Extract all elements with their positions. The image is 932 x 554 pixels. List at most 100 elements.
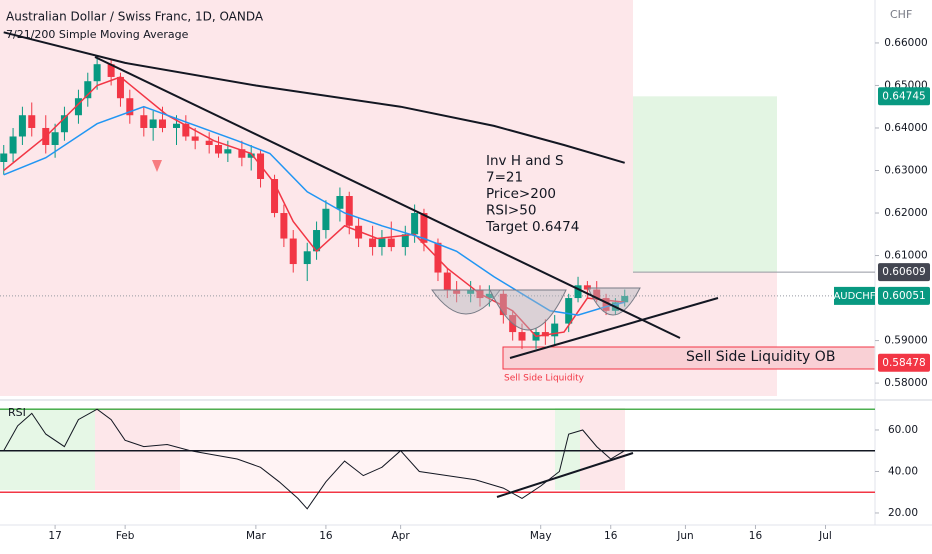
candle-body (303, 251, 311, 265)
candle-body (387, 238, 395, 248)
rsi-trend-line (496, 452, 634, 498)
candle-body (126, 98, 134, 116)
candle-body (369, 238, 377, 248)
candle-body (60, 115, 68, 133)
candle-body (420, 213, 428, 243)
y-tick-label: 0.66000 (884, 37, 927, 49)
liquidity-label: Sell Side Liquidity (504, 374, 585, 384)
candle-body (565, 298, 573, 324)
y-tick-label: 0.59000 (884, 335, 927, 347)
head-shape (489, 289, 567, 331)
candle-body (51, 132, 59, 145)
rsi-zone (95, 408, 180, 490)
candle-body (443, 272, 451, 290)
y-tick-label: 0.58000 (884, 377, 927, 389)
x-tick-label: Apr (392, 530, 411, 542)
candle-body (518, 332, 526, 341)
annotation: Inv H and S (486, 153, 564, 169)
annotation: 7=21 (486, 170, 523, 186)
candle-body (322, 208, 330, 231)
candle-body (271, 179, 279, 214)
currency-label: CHF (890, 8, 912, 21)
annotation: Price>200 (486, 186, 556, 202)
y-tick-label: 0.64000 (884, 122, 927, 134)
candle-body (84, 81, 92, 99)
candle-body (191, 136, 199, 141)
x-tick-label: Mar (246, 530, 266, 542)
candle-body (238, 149, 246, 158)
price-tag (878, 87, 930, 106)
x-tick-label: May (530, 530, 552, 542)
price-tag-label: 0.58478 (882, 357, 925, 369)
price-tag (878, 286, 930, 305)
candle-body (158, 119, 166, 128)
annotation: Target 0.6474 (485, 219, 579, 235)
y-tick-label: 0.61000 (884, 250, 927, 262)
price-tag-label: 0.64745 (882, 90, 925, 102)
x-tick-label: 17 (48, 530, 61, 542)
candle-body (583, 285, 591, 290)
candle-body (593, 289, 601, 299)
candle-body (499, 293, 507, 316)
y-tick-label: 0.62000 (884, 207, 927, 219)
candle-body (355, 225, 363, 239)
annotation: RSI>50 (486, 203, 536, 219)
candle-body (18, 115, 26, 137)
sma-line (3, 105, 625, 316)
price-tag-label: 0.60051 (882, 290, 925, 302)
candle-body (378, 238, 386, 248)
candle-body (172, 123, 180, 128)
candle-body (149, 119, 157, 128)
stop-zone (633, 272, 777, 396)
price-tag (878, 263, 930, 282)
chart-subtitle: 7/21/200 Simple Moving Average (6, 28, 189, 41)
symbol-label: AUDCHF (833, 291, 875, 302)
chart-title: Australian Dollar / Swiss Franc, 1D, OAN… (6, 10, 264, 24)
trend-line (509, 297, 719, 359)
target-zone (633, 96, 777, 273)
shoulder-shape (431, 289, 501, 315)
candle-body (345, 196, 353, 226)
candle-body (313, 230, 321, 252)
rsi-zone (180, 408, 555, 490)
sma-line (3, 31, 625, 164)
candle-body (411, 213, 419, 235)
rsi-tick-label: 60.00 (888, 424, 918, 436)
candle-body (182, 123, 190, 137)
candle-body (602, 298, 610, 311)
candle-body (93, 64, 101, 82)
x-tick-label: Jun (676, 530, 693, 542)
candle-body (453, 289, 461, 294)
candle-body (140, 115, 148, 128)
ob-label: Sell Side Liquidity OB (686, 349, 835, 365)
x-tick-label: Jul (818, 530, 832, 542)
x-tick-label: 16 (604, 530, 618, 542)
signal-marker (152, 160, 162, 172)
candle-body (485, 293, 493, 299)
candle-body (551, 323, 559, 337)
rsi-tick-label: 40.00 (888, 465, 918, 477)
candle-body (28, 115, 36, 128)
price-tag (878, 353, 930, 372)
trend-line (94, 56, 681, 339)
candle-body (574, 285, 582, 299)
candle-body (621, 295, 629, 303)
price-tag-label: 0.60609 (882, 266, 925, 278)
y-tick-label: 0.63000 (884, 165, 927, 177)
candle-body (401, 234, 409, 248)
symbol-tag (834, 286, 875, 305)
candle-body (215, 144, 223, 154)
rsi-title: RSI (8, 406, 26, 419)
rsi-zone (0, 408, 95, 490)
sma-line (3, 76, 625, 338)
candle-body (280, 213, 288, 239)
candle-body (107, 64, 115, 77)
x-tick-label: 16 (749, 530, 763, 542)
shoulder-shape (587, 287, 641, 316)
candle-body (289, 238, 297, 265)
candle-body (9, 136, 17, 154)
candle-body (336, 196, 344, 209)
candle-body (116, 76, 124, 99)
candle-body (205, 140, 213, 145)
